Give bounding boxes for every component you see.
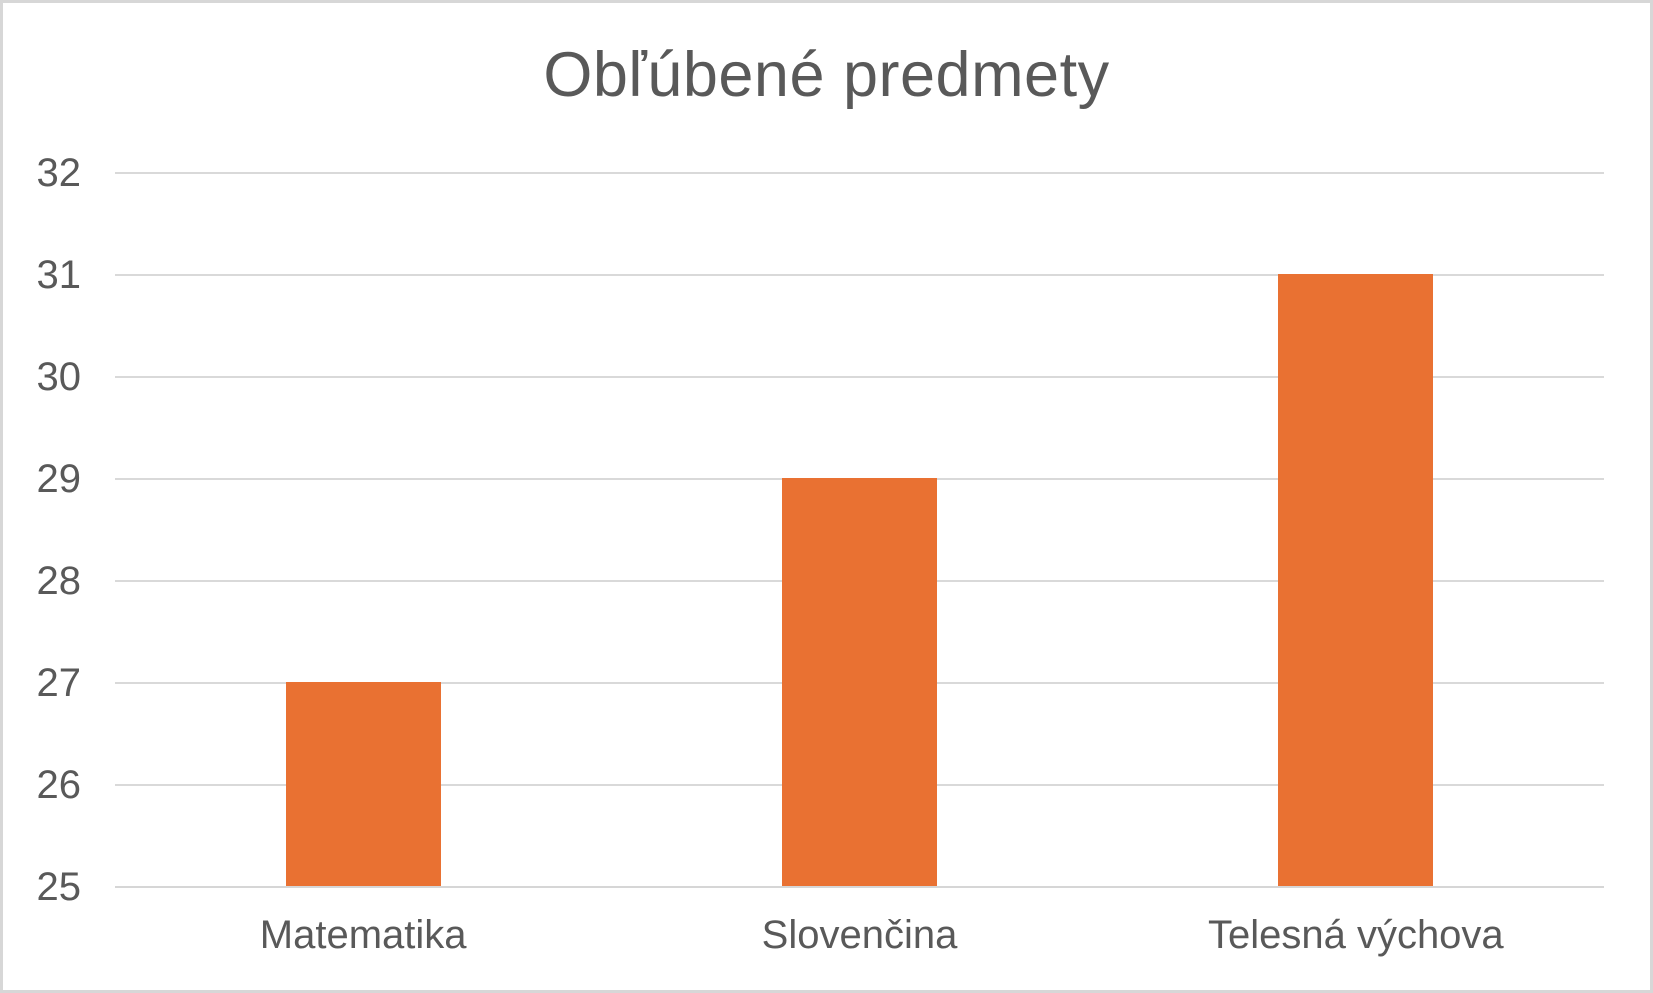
y-tick-label-28: 28	[36, 559, 82, 603]
y-tick-label-26: 26	[36, 763, 82, 807]
y-tick-label-25: 25	[36, 865, 82, 909]
x-tick-label-3: Telesná výchova	[1207, 913, 1504, 957]
x-tick-label-2: Slovenčina	[761, 913, 958, 957]
gridline-31	[115, 274, 1604, 276]
y-tick-label-27: 27	[36, 661, 82, 705]
y-tick-label-30: 30	[36, 355, 82, 399]
y-tick-label-32: 32	[36, 151, 82, 195]
gridline-32	[115, 172, 1604, 174]
x-tick-label-1: Matematika	[259, 913, 467, 957]
y-tick-label-29: 29	[36, 457, 82, 501]
bar-telesna-vychova	[1278, 274, 1434, 886]
x-axis-line	[115, 886, 1604, 888]
gridline-30	[115, 376, 1604, 378]
y-tick-label-31: 31	[36, 253, 82, 297]
bar-matematika	[285, 682, 441, 886]
bar-slovencina	[782, 478, 937, 886]
plot-area	[115, 172, 1604, 888]
chart-title: Obľúbené predmety	[543, 40, 1110, 110]
